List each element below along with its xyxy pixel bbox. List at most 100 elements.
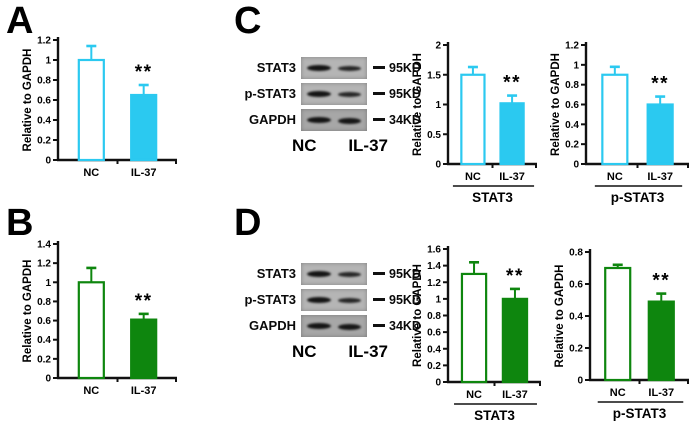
western-blot-c: STAT3 95KD p-STAT3 95KD GAPDH 34K — [236, 56, 421, 156]
svg-text:0: 0 — [45, 156, 51, 167]
svg-text:p-STAT3: p-STAT3 — [611, 190, 665, 205]
svg-text:0.2: 0.2 — [37, 136, 51, 147]
marker-dash — [373, 324, 385, 327]
svg-text:STAT3: STAT3 — [472, 190, 513, 205]
protein-band — [307, 296, 331, 303]
protein-label: STAT3 — [256, 60, 296, 75]
svg-text:0.8: 0.8 — [427, 311, 441, 322]
svg-text:Relative to GAPDH: Relative to GAPDH — [412, 264, 424, 367]
panel-label-d: D — [234, 202, 262, 244]
svg-text:**: ** — [506, 266, 524, 287]
protein-label: p-STAT3 — [244, 86, 296, 101]
svg-text:Relative to GAPDH: Relative to GAPDH — [22, 49, 34, 152]
svg-text:0.4: 0.4 — [37, 116, 51, 127]
svg-text:1: 1 — [45, 56, 51, 67]
protein-label: GAPDH — [249, 112, 296, 127]
svg-text:0.2: 0.2 — [569, 344, 583, 355]
svg-text:Relative to GAPDH: Relative to GAPDH — [22, 260, 34, 363]
protein-band — [307, 270, 331, 277]
svg-text:0.4: 0.4 — [427, 344, 441, 355]
svg-text:0.2: 0.2 — [37, 354, 51, 365]
protein-band — [307, 90, 331, 97]
chart-panel-b: Relative to GAPDH 0 0.2 0.4 0.6 0.8 1 1.2 1.4 NC I… — [20, 232, 182, 404]
svg-text:0.8: 0.8 — [37, 297, 51, 308]
svg-text:0.8: 0.8 — [37, 76, 51, 87]
svg-text:NC: NC — [610, 387, 626, 399]
panel-label-b: B — [6, 202, 34, 244]
lane-label-nc: NC — [292, 342, 317, 361]
protein-band — [338, 65, 361, 71]
protein-label: STAT3 — [256, 266, 296, 281]
svg-text:1.2: 1.2 — [565, 41, 579, 52]
blot-row: GAPDH 34KD — [236, 108, 421, 131]
svg-text:Relative to GAPDH: Relative to GAPDH — [550, 53, 562, 156]
chart-panel-c-pstat3: Relative to GAPDH 0 0.2 0.4 0.6 0.8 1 1.2 NC IL-3… — [548, 33, 694, 212]
svg-text:1.5: 1.5 — [427, 70, 441, 81]
svg-text:1: 1 — [573, 60, 579, 71]
marker-label: 95KD — [389, 60, 421, 75]
svg-text:2: 2 — [435, 41, 441, 52]
marker-dash — [373, 118, 385, 121]
svg-text:p-STAT3: p-STAT3 — [613, 406, 667, 421]
svg-text:1.2: 1.2 — [37, 259, 51, 270]
svg-text:NC: NC — [83, 385, 99, 397]
chart-panel-d-stat3: Relative to GAPDH 0 0.2 0.4 0.6 0.8 1 1.2 1.4 1.6… — [410, 237, 546, 430]
protein-band — [338, 271, 361, 277]
lane-label-il37: IL-37 — [348, 342, 388, 361]
svg-text:1.4: 1.4 — [37, 240, 51, 251]
svg-text:1.2: 1.2 — [427, 278, 441, 289]
svg-text:1: 1 — [435, 100, 441, 111]
blot-lane-strip — [301, 56, 367, 79]
blot-lane-strip — [301, 314, 367, 337]
svg-text:0.6: 0.6 — [569, 280, 583, 291]
svg-text:Relative to GAPDH: Relative to GAPDH — [412, 53, 424, 156]
svg-text:NC: NC — [83, 167, 99, 179]
marker-dash — [373, 92, 385, 95]
svg-text:NC: NC — [607, 171, 623, 183]
svg-text:NC: NC — [466, 389, 482, 401]
svg-text:0: 0 — [45, 374, 51, 385]
protein-band — [338, 297, 361, 303]
svg-text:0.6: 0.6 — [37, 96, 51, 107]
blot-row: STAT3 95KD — [236, 56, 421, 79]
svg-text:0.5: 0.5 — [427, 130, 441, 141]
protein-label: GAPDH — [249, 318, 296, 333]
svg-text:IL-37: IL-37 — [131, 167, 157, 179]
svg-text:0.8: 0.8 — [569, 248, 583, 259]
svg-text:0.8: 0.8 — [565, 80, 579, 91]
panel-label-c: C — [234, 0, 262, 42]
blot-lane-strip — [301, 82, 367, 105]
svg-text:1.2: 1.2 — [37, 36, 51, 47]
svg-text:**: ** — [651, 74, 669, 95]
protein-band — [338, 91, 361, 97]
blot-row: p-STAT3 95KD — [236, 82, 421, 105]
svg-text:1: 1 — [45, 278, 51, 289]
svg-text:0.6: 0.6 — [565, 100, 579, 111]
protein-band — [307, 116, 331, 123]
marker-label: 95KD — [389, 292, 421, 307]
protein-band — [338, 117, 361, 124]
blot-row: p-STAT3 95KD — [236, 288, 421, 311]
blot-row: STAT3 95KD — [236, 262, 421, 285]
chart-panel-d-pstat3: Relative to GAPDH 0 0.2 0.4 0.6 0.8 NC IL-37 ** p… — [552, 240, 694, 428]
blot-lane-strip — [301, 288, 367, 311]
svg-text:0.2: 0.2 — [427, 361, 441, 372]
svg-text:STAT3: STAT3 — [474, 408, 515, 423]
svg-text:0: 0 — [573, 160, 579, 171]
svg-text:**: ** — [652, 271, 670, 292]
marker-label: 95KD — [389, 86, 421, 101]
lane-labels: NC IL-37 — [292, 342, 388, 362]
svg-text:**: ** — [135, 291, 153, 312]
svg-text:IL-37: IL-37 — [131, 385, 157, 397]
svg-text:IL-37: IL-37 — [648, 387, 674, 399]
svg-text:**: ** — [503, 73, 521, 94]
svg-text:0.4: 0.4 — [569, 312, 583, 323]
marker-dash — [373, 298, 385, 301]
blot-lane-strip — [301, 262, 367, 285]
lane-label-nc: NC — [292, 136, 317, 155]
protein-band — [307, 64, 331, 71]
svg-text:IL-37: IL-37 — [502, 389, 528, 401]
blot-row: GAPDH 34KD — [236, 314, 421, 337]
svg-text:Relative to GAPDH: Relative to GAPDH — [554, 265, 566, 368]
marker-label: 34KD — [389, 318, 421, 333]
